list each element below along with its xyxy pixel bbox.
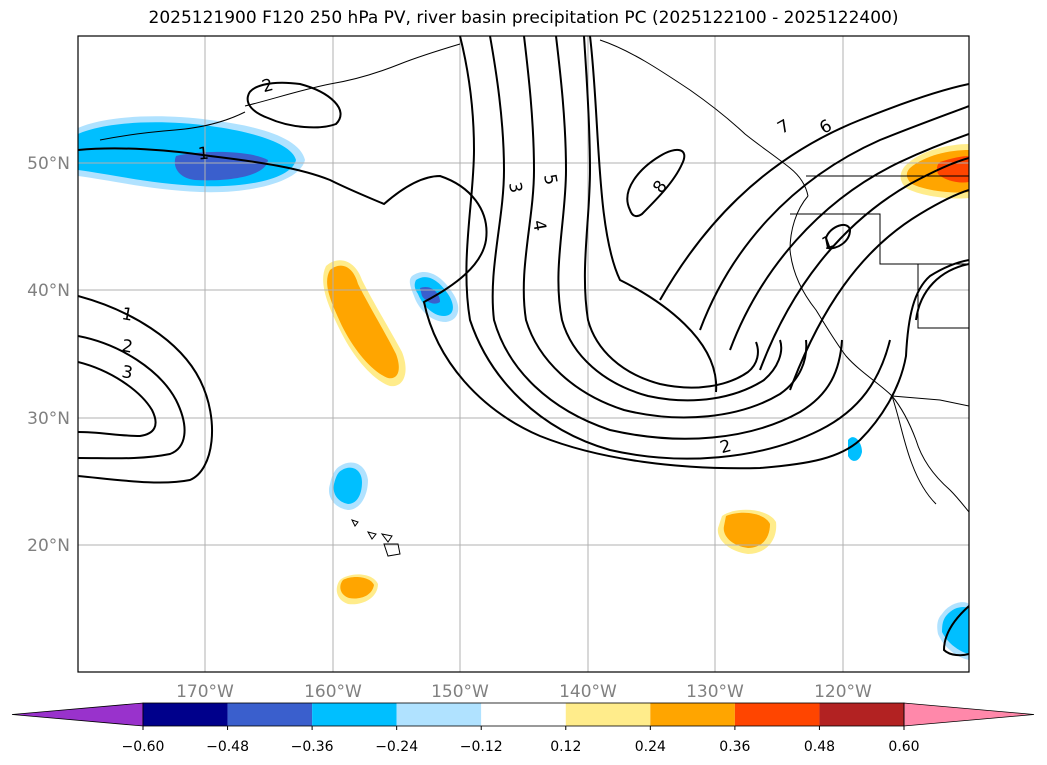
colorbar-boxes: [11, 702, 1035, 730]
colorbar-box: [650, 703, 735, 726]
precip-strong-negative-152w: [420, 286, 440, 304]
pv-label-2-west: 2: [120, 336, 134, 358]
aleutian-islands: [99, 111, 246, 141]
pv-contour-3-jet: [789, 189, 969, 391]
pv-contour-2-trough: [459, 36, 891, 460]
pv-contour-4-jet: [759, 157, 969, 371]
colorbar-under-extension: [11, 702, 144, 727]
map-frame: [77, 35, 970, 673]
precip-positive-core-128w: [723, 512, 770, 548]
alaska-peninsula-coast: [244, 43, 461, 107]
lat-tick-labels: 50°N 40°N 30°N 20°N: [27, 154, 70, 556]
colorbar-over-extension: [903, 702, 1035, 727]
lon-label-170w: 170°W: [176, 682, 234, 702]
map-title: 2025121900 F120 250 hPa PV, river basin …: [148, 8, 899, 28]
colorbar-tick-label: −0.12: [460, 739, 503, 755]
pv-contour-1-east: [915, 263, 969, 321]
colorbar-box: [396, 703, 482, 726]
colorbar-tick-label: −0.48: [206, 739, 249, 755]
colorbar-tick-label: 0.12: [550, 739, 581, 755]
pv-contour-1-small: [824, 223, 852, 250]
lat-label-20n: 20°N: [27, 536, 70, 556]
pv-contour-2-ridge: [589, 36, 718, 393]
pv-label-3-west: 3: [120, 362, 134, 384]
alaska-panhandle-coast: [599, 39, 809, 197]
north-america-west-coast: [789, 195, 969, 513]
baja-california-coast: [891, 395, 937, 505]
colorbar-box: [565, 703, 651, 726]
precip-positive-core-south: [340, 577, 374, 599]
lon-label-130w: 130°W: [686, 682, 744, 702]
colorbar-frame: [142, 702, 905, 727]
pv-label-1-west: 1: [120, 304, 134, 326]
us-state-boundary-west: [790, 213, 969, 265]
colorbar-box: [819, 703, 904, 726]
us-state-boundary-south: [917, 264, 969, 329]
colorbar-box: [227, 703, 313, 726]
pv-contour-1-west: [78, 295, 214, 484]
colorbar-box: [312, 703, 397, 726]
precip-negative-core-baja: [848, 437, 862, 461]
us-mexico-border: [891, 395, 969, 407]
lat-label-30n: 30°N: [27, 409, 70, 429]
precip-negative-core-hawaii: [333, 467, 362, 504]
pv-contour-2-north: [246, 81, 342, 129]
pv-contour-8-closed: [626, 148, 686, 218]
pv-contour-2-west: [78, 335, 186, 460]
pv-label-4-trough: 4: [528, 219, 550, 233]
pv-contour-6-jet: [699, 105, 969, 331]
lon-label-140w: 140°W: [559, 682, 617, 702]
colorbar-tick-label: 0.60: [888, 739, 919, 755]
pv-contour-5-jet: [729, 133, 969, 351]
colorbar-tick-label: −0.36: [291, 739, 334, 755]
colorbar-box: [734, 703, 820, 726]
colorbar-box: [481, 703, 566, 726]
colorbar-box: [143, 703, 228, 726]
pv-contour-1-southeast: [942, 605, 969, 657]
lat-label-40n: 40°N: [27, 281, 70, 301]
colorbar-tick-label: −0.24: [375, 739, 418, 755]
precip-strong-negative-aleutian: [174, 151, 268, 181]
lon-label-150w: 150°W: [431, 682, 489, 702]
pv-contour-1-north: [78, 147, 969, 470]
pv-label-3-trough: 3: [504, 181, 526, 195]
pv-contour-3-trough: [489, 36, 843, 440]
pv-label-2-north: 2: [260, 75, 276, 97]
coastlines: [99, 39, 969, 557]
pv-contour-7-jet: [659, 83, 969, 301]
precip-positive-core-160w: [327, 265, 399, 379]
lon-label-120w: 120°W: [814, 682, 872, 702]
pv-contour-6-trough: [583, 36, 759, 389]
colorbar-tick-label: −0.60: [122, 739, 165, 755]
colorbar-tick-label: 0.48: [804, 739, 835, 755]
lon-label-160w: 160°W: [304, 682, 362, 702]
colorbar-tick-labels: −0.60 −0.48 −0.36 −0.24 −0.12 0.12 0.24 …: [122, 739, 920, 755]
pv-contour-3-west: [78, 361, 157, 438]
colorbar-tick-label: 0.24: [635, 739, 666, 755]
precip-negative-core-southeast: [942, 606, 969, 654]
graticule: [78, 36, 969, 672]
hawaii-islands: [351, 519, 401, 557]
colorbar-tick-label: 0.36: [719, 739, 750, 755]
map-panel: 1 2 3 4 5 6 7 8 1 2 3 2 1: [78, 36, 969, 672]
pv-label-1-north: 1: [197, 144, 210, 165]
pv-label-2-ridge: 2: [718, 436, 734, 458]
lat-label-50n: 50°N: [27, 154, 70, 174]
pv-contour-5-trough: [555, 36, 783, 402]
lon-tick-labels: 170°W 160°W 150°W 140°W 130°W 120°W: [176, 682, 872, 702]
precip-shading: [78, 116, 969, 660]
pv-contour-4-trough: [522, 36, 808, 419]
pv-contours: [78, 36, 969, 657]
pv-label-5-trough: 5: [539, 173, 561, 187]
